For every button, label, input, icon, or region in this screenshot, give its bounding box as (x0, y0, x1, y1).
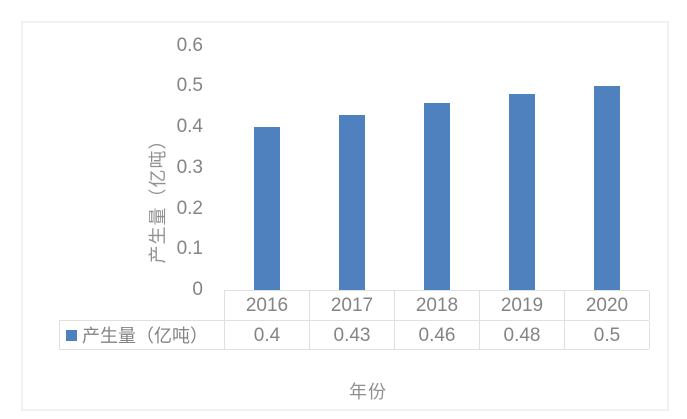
value-cell: 0.4 (225, 321, 310, 349)
year-cell: 2016 (225, 291, 310, 320)
y-tick-label: 0.4 (176, 116, 203, 137)
value-cell: 0.5 (565, 321, 650, 349)
table-year-row: 2016 2017 2018 2019 2020 (224, 290, 650, 320)
x-axis-title: 年份 (349, 382, 387, 402)
table-value-row: 产生量（亿吨） 0.4 0.43 0.46 0.48 0.5 (59, 320, 650, 350)
y-tick-label: 0.5 (176, 75, 203, 97)
legend-label: 产生量（亿吨） (82, 326, 208, 346)
bar-2019 (508, 94, 535, 290)
year-cell: 2018 (395, 291, 480, 320)
year-cell: 2019 (480, 291, 565, 320)
value-cell: 0.48 (480, 321, 565, 349)
bar-2016 (253, 127, 280, 290)
y-tick-label: 0.6 (176, 34, 203, 56)
y-tick-label: 0.2 (176, 197, 203, 219)
y-tick-label: 0.3 (176, 156, 203, 178)
y-tick-label: 0 (192, 279, 203, 300)
bar-2017 (338, 114, 365, 290)
legend-cell: 产生量（亿吨） (60, 321, 225, 349)
year-cell: 2017 (310, 291, 395, 320)
y-tick-label: 0.1 (176, 238, 203, 260)
chart-card: 0 0.1 0.2 0.3 0.4 0.5 0.6 产生量（亿吨） 2016 2017 2018… (21, 21, 669, 411)
year-cell: 2020 (565, 291, 650, 320)
value-cell: 0.46 (395, 321, 480, 349)
bar-2018 (423, 102, 450, 290)
value-cell: 0.43 (310, 321, 395, 349)
bar-2020 (593, 86, 620, 290)
legend-swatch-icon (66, 329, 77, 341)
y-axis-title: 产生量（亿吨） (148, 130, 168, 264)
